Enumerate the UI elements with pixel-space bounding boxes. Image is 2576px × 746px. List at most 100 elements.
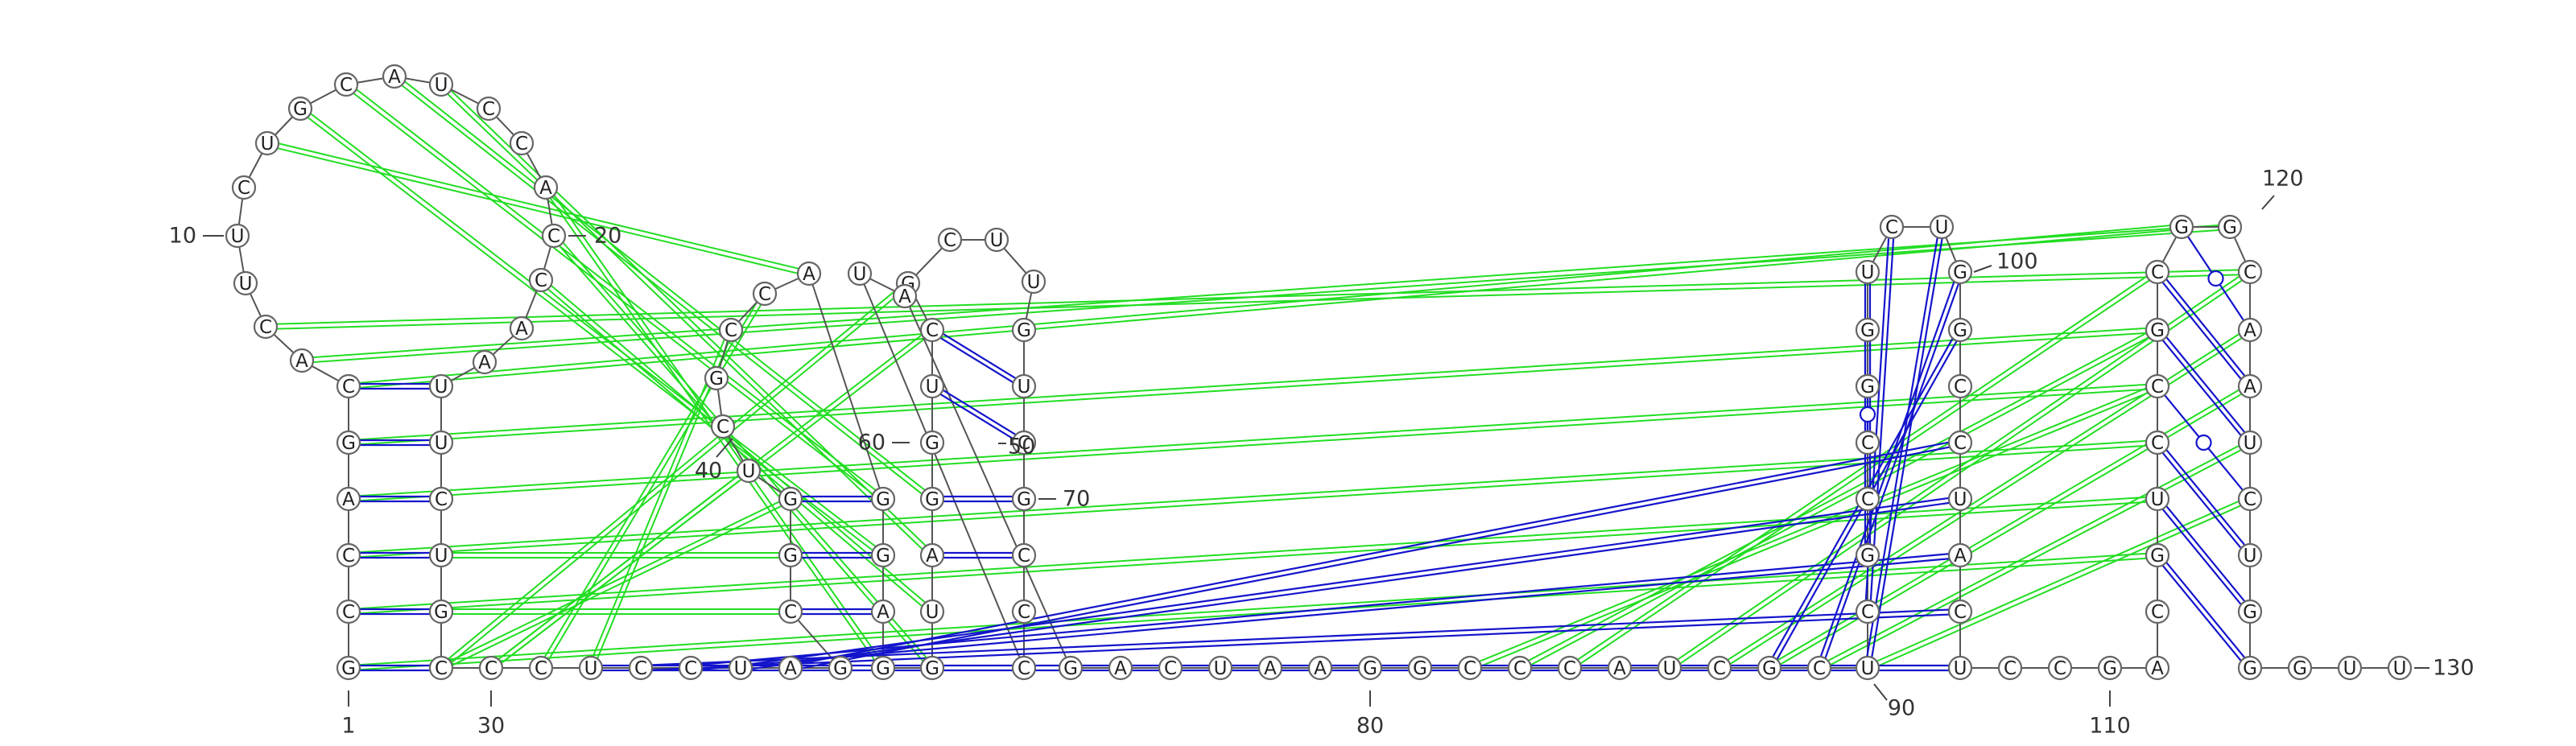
nucleotide-circle [1607,655,1633,681]
nucleotide-circle [333,72,359,97]
nucleotide-circle [2237,486,2263,512]
nucleotide-letter: G [1860,320,1875,341]
nucleotide-circle [628,655,654,681]
nucleotide-circle [528,267,554,293]
tertiary-interaction-line [1468,383,2157,667]
nucleotide: U [1947,655,1973,681]
nucleotide-circle [919,373,945,399]
nucleotide-letter: C [634,658,647,679]
nucleotide-letter: C [1713,658,1726,679]
nucleotide-letter: A [1954,546,1967,567]
base-pair-line [942,389,1017,436]
tertiary-interaction-line [1818,439,2250,667]
base-pair-line [2165,505,2246,602]
nucleotide-circle [704,365,729,391]
nucleotide: A [1257,655,1283,681]
nucleotide-letter: C [716,417,729,438]
position-label: 120 [2261,167,2304,210]
nucleotide-letter: U [1018,377,1031,398]
nucleotide: G [336,430,361,455]
nucleotide-circle [1011,542,1037,568]
nucleotide-circle [1707,655,1732,681]
nucleotide-circle [919,430,945,455]
nucleotide-letter: C [342,377,355,398]
base-pair-line [802,446,1951,670]
nucleotide: A [796,261,822,286]
nucleotide-letter: C [1018,546,1030,567]
nucleotide: U [428,72,454,97]
nucleotide-circle [1011,373,1037,399]
nucleotide-letter: U [435,377,448,398]
nucleotide: C [1707,655,1732,681]
tertiary-interaction-line [349,556,2158,671]
tertiary-interaction-line [1470,387,2159,671]
nucleotide-letter: U [2244,433,2257,454]
nucleotide: U [2237,430,2263,455]
nucleotide-letter: U [435,75,448,96]
nucleotide-circle [1855,655,1880,681]
nucleotide-letter: C [1018,658,1030,679]
nucleotide-circle [919,655,945,681]
nucleotide-circle [728,655,753,681]
nucleotide: C [678,655,704,681]
nucleotide-circle [1855,430,1880,455]
nucleotide-letter: U [2393,658,2407,679]
nucleotide: C [628,655,654,681]
nucleotide-letter: G [2243,658,2257,679]
nucleotide-letter: C [435,658,448,679]
nucleotide-circle [2237,259,2263,285]
nucleotide: G [2097,655,2123,681]
nucleotide: G [704,365,729,391]
nucleotide: A [1108,655,1133,681]
tertiary-interaction-line [266,144,809,277]
tertiary-interaction-line [348,327,2157,442]
nucleotide: C [1947,430,1973,455]
nucleotide: U [1021,269,1046,295]
base-pair-line [2161,340,2242,436]
position-label: 20 [568,224,621,249]
nucleotide-letter: C [2151,377,2164,398]
nucleotide-letter: C [1861,602,1874,623]
nucleotide-circle [336,430,361,455]
position-number: 100 [1996,249,2038,274]
nucleotide-letter: C [2244,489,2256,510]
nucleotide-letter: G [2103,658,2117,679]
nucleotide-circle [509,315,535,341]
tertiary-interaction-line [440,496,791,667]
nucleotide-letter: C [1885,217,1898,238]
nucleotide-circle [2237,655,2263,681]
nucleotide-letter: G [434,602,448,623]
nucleotide-letter: U [926,377,939,398]
tertiary-interaction-line [301,224,2230,360]
nucleotide-circle [1011,486,1037,512]
nucleotide-letter: C [1164,658,1177,679]
nucleotide-letter: C [435,489,448,510]
nucleotide-circle [1407,655,1433,681]
nucleotide-letter: G [2293,658,2307,679]
nucleotide-circle [2097,655,2123,681]
nucleotide-circle [1011,317,1037,343]
nucleotide: C [528,655,554,681]
nucleotide: G [870,486,896,512]
nucleotide: U [428,430,454,455]
nucleotide-letter: U [1954,489,1967,510]
nucleotide: A [1947,542,1973,568]
nucleotide: G [2237,599,2263,624]
nucleotide-letter: C [1018,433,1030,454]
wobble-pair-marker [2207,270,2224,287]
tertiary-interaction-line [349,443,2158,558]
nucleotide-circle [1357,655,1383,681]
nucleotide-letter: C [758,284,771,305]
nucleotide-letter: C [1954,377,1967,398]
nucleotide-letter: C [237,178,250,199]
nucleotide: C [1011,655,1037,681]
nucleotide-letter: A [1613,658,1626,679]
nucleotide: U [2145,486,2170,512]
nucleotide-circle [919,317,945,343]
nucleotide-circle [870,655,896,681]
nucleotide-letter: U [435,546,448,567]
nucleotide-letter: C [2151,433,2164,454]
nucleotide: G [1058,655,1084,681]
nucleotide-circle [2169,214,2194,240]
nucleotide-letter: A [388,67,401,88]
